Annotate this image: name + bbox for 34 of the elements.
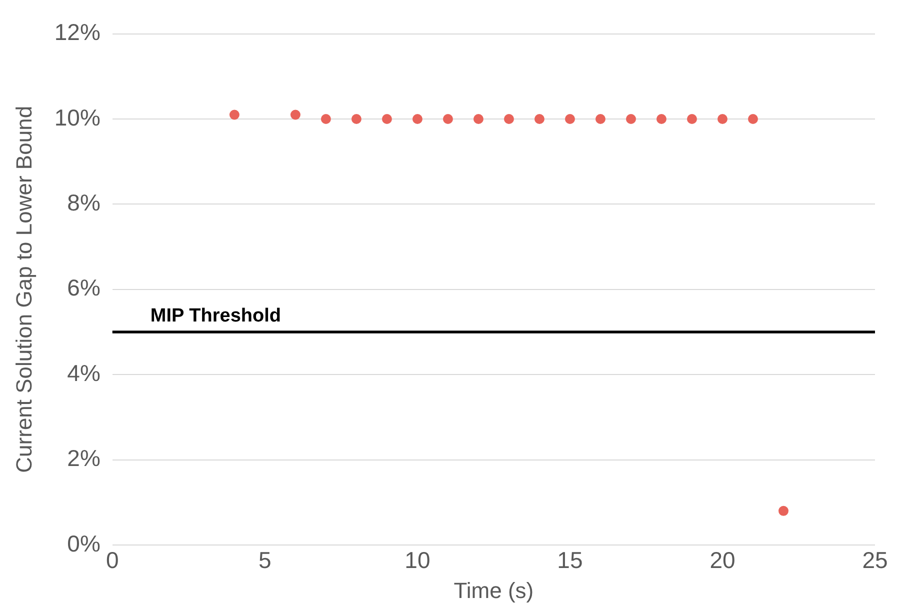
point <box>229 110 240 120</box>
point <box>412 114 422 124</box>
point <box>717 114 728 124</box>
y-tick-label: 8% <box>67 190 100 216</box>
y-axis-title: Current Solution Gap to Lower Bound <box>11 106 36 473</box>
point <box>351 114 362 124</box>
point <box>656 114 666 124</box>
point <box>290 110 300 120</box>
x-tick-label: 5 <box>258 547 272 574</box>
y-tick-label: 4% <box>67 360 100 386</box>
y-tick-label: 6% <box>67 274 100 301</box>
y-tick-label: 0% <box>67 530 100 556</box>
point <box>473 114 484 124</box>
ref-line-label: MIP Threshold <box>150 306 281 327</box>
x-tick-label: 0 <box>106 547 119 574</box>
x-tick-label: 15 <box>557 547 583 574</box>
point <box>504 114 514 124</box>
point <box>564 114 575 124</box>
point <box>595 114 606 124</box>
y-tick-label: 2% <box>67 445 100 472</box>
point <box>686 114 697 124</box>
x-tick-label: 10 <box>404 547 430 574</box>
x-tick-label: 25 <box>862 547 888 574</box>
point <box>778 506 788 516</box>
y-tick-label: 10% <box>54 104 100 130</box>
point <box>442 114 453 124</box>
point <box>382 114 392 124</box>
point <box>320 114 331 124</box>
x-tick-label: 20 <box>710 547 736 574</box>
y-tick-label: 12% <box>54 19 100 46</box>
x-axis-title: Time (s) <box>454 578 534 603</box>
point <box>534 114 544 124</box>
point <box>748 114 758 124</box>
point <box>626 114 636 124</box>
